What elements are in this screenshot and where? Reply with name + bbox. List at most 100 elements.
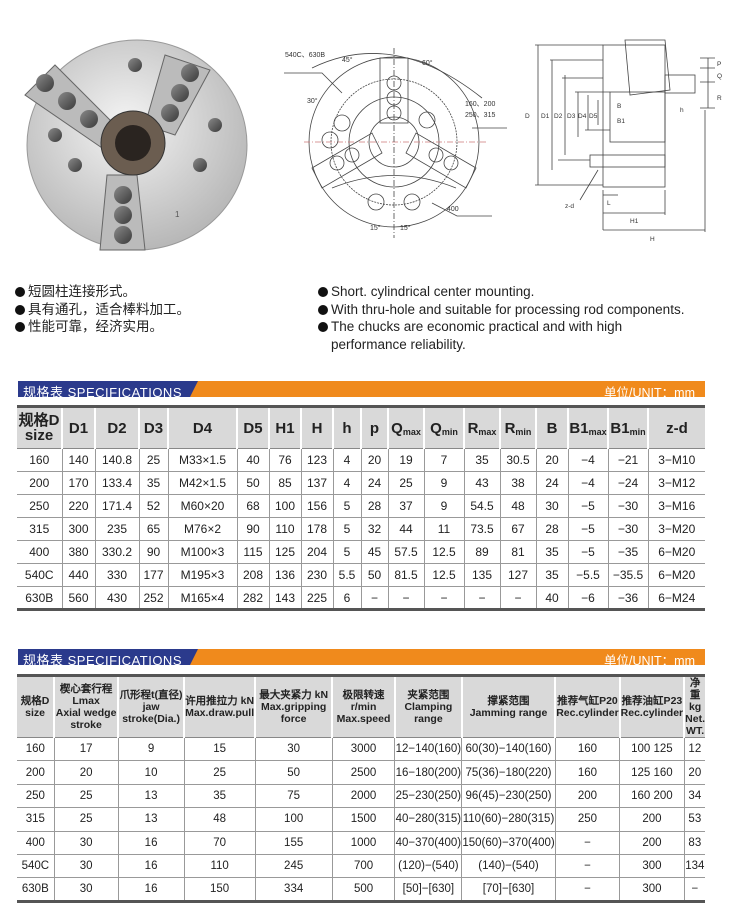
table-cell: 30 [54,854,119,879]
table-row: 400 380 330.2 90 M100×3 115 125 204 5 45 57.5 12.5 8… [17,540,705,564]
section1-header-bar: 规格表 SPECIFICATIONS 单位/UNIT：mm [18,381,705,400]
label-400: 400 [447,206,459,213]
table-cell: 140 [62,448,96,472]
table-cell: 200 [619,807,685,832]
table-cell: 160 200 [619,784,685,809]
bullet-icon [15,304,25,315]
table-cell: 110 [269,517,302,541]
column-header: h [333,406,362,449]
table-cell: 12.5 [424,540,465,564]
table-cell: 330 [95,563,140,587]
label-540c-630b: 540C、630B [285,52,325,59]
table-cell: 34 [684,784,705,809]
thru-hole [115,125,151,161]
table-cell: 20 [361,448,389,472]
column-header: D4 [168,406,238,449]
jaw-bottom [99,174,146,251]
table-cell: 17 [54,737,119,762]
table-cell: 16 [118,831,185,855]
table-cell: 96(45)−230(250) [461,784,556,809]
column-header: 极限转速 r/min Max.speed [332,675,396,738]
feature-text: 性能可靠，经济实用。 [28,319,163,334]
feature-item: Short. cylindrical center mounting. [318,283,684,301]
table-cell: 25 [54,807,119,832]
table-cell: 30 [255,737,333,762]
table-row: 540C 30 16 110 245 700 (120)−(540) (140)−(540) −… [17,854,705,879]
table-cell: 6−M20 [648,563,705,587]
label-15deg-left: 15° [370,224,381,232]
table-cell: 81.5 [388,563,425,587]
table-cell: 68 [237,494,270,518]
table-cell: 40 [536,586,569,610]
table-row: 200 170 133.4 35 M42×1.5 50 85 137 4 24 25 9 43 38 24−… [17,471,705,495]
table-cell: 57.5 [388,540,425,564]
feature-text: The chucks are economic practical and wi… [331,319,623,334]
label-D: D [525,113,530,120]
table-cell: 43 [464,471,501,495]
column-header-main: 规格D [18,412,60,429]
table-cell: 5 [333,517,362,541]
table-cell: M42×1.5 [168,471,238,495]
label-H: H [650,236,655,243]
table-cell: 54.5 [464,494,501,518]
table-cell: 3−M20 [648,517,705,541]
table-cell: −24 [608,471,649,495]
feature-item: 短圆柱连接形式。 [15,283,190,301]
table-cell: 540C [17,563,63,587]
column-header-subscript: min [629,426,646,437]
table-cell: −6 [568,586,609,610]
label-R: R [717,95,722,102]
table-cell: 1500 [332,807,396,832]
column-header-second-line: Jamming range [469,707,548,719]
table-cell: 125 160 [619,760,685,785]
column-header-main: 最大夹紧力 kN [259,689,329,701]
bullet-icon [15,322,25,332]
bullet-icon [15,287,25,297]
table-cell: 12 [684,737,705,762]
table-row: 250 25 13 35 75 2000 25−230(250) 96(45)−230(250… [17,784,705,809]
table-cell: 25 [54,784,119,809]
feature-item: 性能可靠，经济实用。 [15,318,190,336]
table-cell: − [361,586,389,610]
table-cell: 3−M16 [648,494,705,518]
photo-engraving: 1 [175,210,180,219]
table-cell: −5.5 [568,563,609,587]
column-header: D2 [95,406,140,449]
table-cell: 25−230(250) [394,784,463,809]
table-cell: [50]−[630] [394,877,463,902]
table-cell: 133.4 [95,471,140,495]
table-cell: 75 [255,784,333,809]
table-cell: − [424,586,465,610]
table-cell: 200 [555,784,621,809]
label-H1: H1 [630,218,639,225]
table-cell: 150 [184,877,256,902]
table-cell: 85 [269,471,302,495]
table-cell: − [555,854,621,879]
label-D2: D2 [554,113,563,120]
section2-unit: 单位/UNIT：mm [604,654,695,668]
column-header-second-line: Rec.cylinder [556,707,619,719]
table-cell: 135 [464,563,501,587]
table-cell: 5 [333,494,362,518]
column-header-main: 楔心套行程Lmax [59,683,113,707]
table-header-row: 规格D size 楔心套行程Lmax Axial wedge stroke 爪形程t(直… [17,675,705,738]
table-cell: 28 [361,494,389,518]
table-cell: −30 [608,517,649,541]
table-row: 315 25 13 48 100 1500 40−280(315) 110(60)−280(3… [17,807,705,832]
table-cell: 40 [237,448,270,472]
table-cell: 150(60)−370(400) [461,831,556,855]
table-cell: − [555,877,621,902]
table-cell: 315 [17,517,63,541]
table-cell: 53 [684,807,705,832]
column-header: D3 [139,406,169,449]
feature-text: 具有通孔，适合棒料加工。 [28,301,190,317]
table-cell: 20 [54,760,119,785]
label-D1: D1 [541,113,550,120]
table-cell: 2500 [332,760,396,785]
table-cell: 143 [269,586,302,610]
table-cell: 60(30)−140(160) [461,737,556,762]
label-45deg: 45° [342,56,353,64]
feature-item: The chucks are economic practical and wi… [318,318,684,336]
label-60deg: 60° [422,59,433,67]
table-cell: 25 [184,760,256,785]
